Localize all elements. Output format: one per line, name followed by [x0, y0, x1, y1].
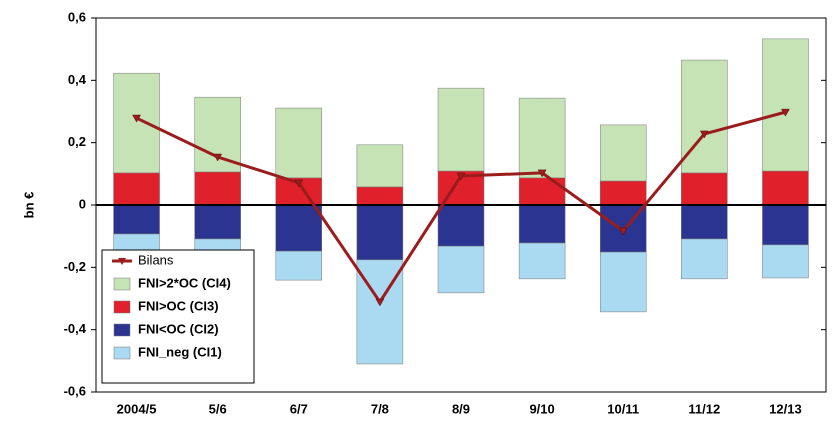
bar — [681, 59, 728, 174]
x-tick-label: 5/6 — [209, 401, 227, 416]
bar — [356, 186, 404, 206]
bar — [275, 204, 323, 252]
legend-swatch — [113, 323, 131, 337]
marker — [537, 169, 547, 178]
legend-label: FNI>2*OC (CI4) — [138, 275, 231, 290]
bar — [599, 180, 647, 206]
x-tick-label: 7/8 — [371, 401, 389, 416]
x-tick-label: 6/7 — [290, 401, 308, 416]
bar — [437, 245, 485, 294]
legend-swatch — [113, 277, 131, 291]
bar — [275, 107, 323, 179]
legend-swatch — [113, 346, 131, 360]
bar — [194, 204, 241, 240]
bar — [518, 97, 566, 179]
bar — [599, 124, 647, 182]
marker — [699, 130, 709, 139]
marker — [294, 179, 304, 188]
legend-label: Bilans — [138, 252, 174, 267]
bar — [681, 238, 728, 280]
bar — [113, 204, 160, 235]
marker — [456, 172, 466, 181]
y-tick-label: 0,6 — [68, 9, 86, 24]
bar — [113, 72, 160, 174]
y-tick-label: -0,2 — [64, 259, 86, 274]
x-tick-label: 9/10 — [529, 401, 554, 416]
legend-box — [101, 249, 255, 384]
bar — [518, 204, 566, 244]
legend-label: FNI_neg (CI1) — [138, 344, 222, 359]
y-tick-label: 0 — [79, 196, 86, 211]
bar — [518, 242, 566, 280]
bar — [437, 204, 485, 247]
legend-swatch — [113, 300, 131, 314]
bar — [762, 204, 809, 246]
bar — [762, 170, 809, 206]
x-tick-label: 10/11 — [607, 401, 639, 416]
bar — [356, 144, 404, 188]
x-tick-label: 11/12 — [688, 401, 720, 416]
y-tick-label: 0,4 — [68, 72, 87, 87]
y-tick-label: -0,6 — [64, 383, 86, 398]
bar — [599, 251, 647, 313]
bar — [762, 244, 809, 279]
marker — [375, 298, 385, 307]
bar — [113, 233, 160, 252]
bar — [113, 172, 160, 206]
marker — [618, 227, 628, 236]
bar — [194, 171, 241, 206]
marker — [213, 153, 223, 162]
marker — [781, 108, 790, 117]
bar — [681, 172, 728, 206]
bar — [275, 250, 323, 281]
bar — [681, 204, 728, 240]
bar — [356, 204, 404, 261]
y-tick-label: -0,4 — [64, 321, 87, 336]
marker — [132, 114, 141, 123]
legend-label: FNI<OC (CI2) — [138, 321, 219, 336]
bar — [437, 87, 485, 172]
x-tick-label: 8/9 — [452, 401, 470, 416]
bar — [762, 38, 809, 172]
y-axis-label: bn € — [21, 192, 36, 219]
y-tick-label: 0,2 — [68, 134, 86, 149]
bar — [518, 177, 566, 206]
x-tick-label: 12/13 — [769, 401, 802, 416]
legend-label: FNI>OC (CI3) — [138, 298, 219, 313]
x-tick-label: 2004/5 — [117, 401, 157, 416]
legend-marker — [118, 258, 126, 265]
